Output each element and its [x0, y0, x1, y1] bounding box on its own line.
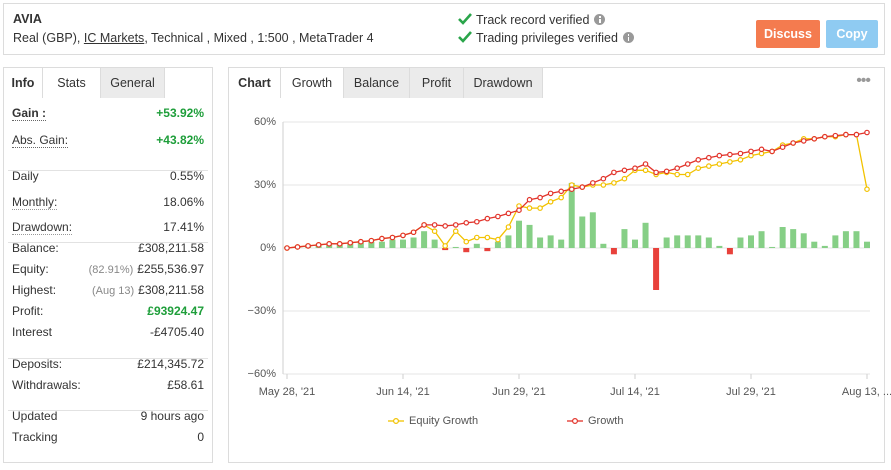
stat-number: £308,211.58 — [138, 241, 204, 255]
chart-panel: ••• Chart Growth Balance Profit Drawdown — [228, 67, 885, 463]
tab[interactable]: Balance — [344, 68, 410, 98]
stat-value: 18.06% — [163, 195, 204, 209]
stat-label: Balance: — [12, 241, 59, 255]
check-icon — [458, 31, 472, 43]
stat-number: £58.61 — [167, 378, 204, 392]
stat-note: (82.91%) — [88, 264, 134, 276]
stat-number: +53.92% — [156, 106, 204, 120]
separator — [8, 170, 208, 171]
stat-number: £255,536.97 — [137, 262, 204, 276]
separator — [8, 242, 208, 243]
tab[interactable]: Stats — [43, 68, 101, 98]
details: , Technical , Mixed , 1:500 , MetaTrader… — [144, 31, 374, 45]
verification: Trading privileges verified — [458, 31, 634, 45]
stat-value: 0.55% — [170, 169, 204, 183]
stat-number: +43.82% — [156, 133, 204, 147]
tab[interactable]: General — [101, 68, 165, 98]
stat-value: 9 hours ago — [141, 409, 204, 423]
stat-number: 18.06% — [163, 194, 204, 209]
stat-value: 17.41% — [163, 220, 204, 234]
info-icon[interactable] — [622, 32, 634, 43]
verification-text: Track record verified — [476, 13, 590, 27]
stat-value: +43.82% — [156, 133, 204, 147]
stat-number: £93924.47 — [147, 304, 204, 318]
tab[interactable]: Growth — [281, 68, 344, 98]
system-info: Real (GBP), IC Markets, Technical , Mixe… — [13, 31, 374, 45]
stat-value: 0 — [197, 430, 204, 444]
stat-value: (Aug 13) £308,211.58 — [92, 283, 204, 297]
tab: Chart — [229, 68, 281, 98]
stat-number: 9 hours ago — [140, 409, 204, 423]
stat-label: Updated — [12, 409, 58, 423]
stat-value: -£4705.40 — [150, 325, 204, 339]
stat-note: (Aug 13) — [91, 285, 135, 297]
stat-number: 0 — [197, 430, 204, 444]
stat-number: -£4705.40 — [149, 325, 204, 339]
stat-label: Abs. Gain: — [12, 133, 69, 148]
verification-text: Trading privileges verified — [476, 31, 618, 45]
verification: Track record verified — [458, 13, 606, 27]
stat-label: Tracking — [12, 430, 58, 444]
stat-number: £308,211.58 — [138, 283, 204, 297]
stat-label: Drawdown: — [12, 220, 73, 235]
system-title: AVIA — [13, 12, 42, 26]
stat-label: Interest — [12, 325, 53, 339]
stat-number: 0.55% — [169, 169, 204, 183]
separator — [8, 358, 208, 359]
stat-value: £308,211.58 — [138, 241, 204, 255]
check-icon — [458, 13, 472, 25]
stat-label: Monthly: — [12, 194, 58, 210]
stat-value: +53.92% — [156, 106, 204, 120]
stat-label: Equity: — [12, 262, 49, 276]
stat-value: £214,345.72 — [137, 357, 204, 371]
copy-button[interactable]: Copy — [826, 20, 878, 48]
stat-value: £58.61 — [167, 378, 204, 392]
account: Real (GBP), — [13, 31, 81, 45]
stat-value: (82.91%) £255,536.97 — [89, 262, 204, 276]
stat-label: Profit: — [12, 304, 44, 318]
separator — [8, 410, 208, 411]
stat-number: £214,345.72 — [137, 357, 204, 371]
discuss-button[interactable]: Discuss — [756, 20, 820, 48]
header: AVIA Real (GBP), IC Markets, Technical ,… — [3, 3, 885, 55]
info-icon[interactable] — [594, 14, 606, 25]
stat-label: Daily — [12, 169, 39, 183]
tab: Info — [4, 68, 43, 98]
stat-value: £93924.47 — [147, 304, 204, 318]
broker-link[interactable]: IC Markets — [83, 31, 145, 45]
stat-label: Highest: — [12, 283, 57, 297]
menu-icon[interactable]: ••• — [856, 72, 871, 89]
tab[interactable]: Drawdown — [464, 68, 543, 98]
stat-number: 17.41% — [163, 220, 204, 234]
stats-panel: Info Stats General Gain : +53.92% Abs. Gain: +… — [3, 67, 213, 463]
stat-label: Withdrawals: — [12, 378, 81, 392]
stat-label: Gain : — [12, 106, 47, 121]
stat-label: Deposits: — [12, 357, 63, 371]
tab[interactable]: Profit — [410, 68, 464, 98]
